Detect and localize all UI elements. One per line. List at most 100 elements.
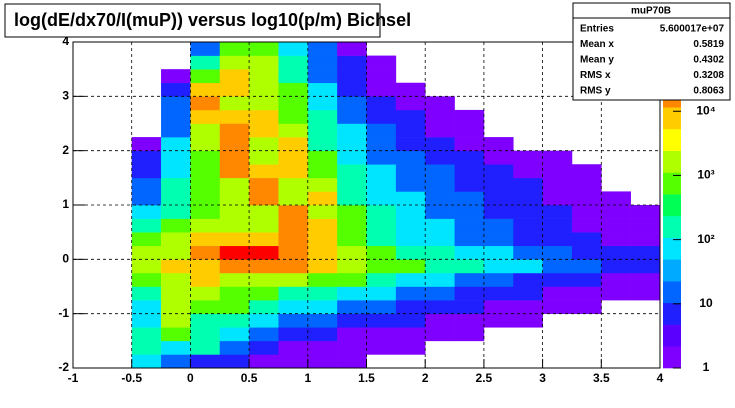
heat-cell bbox=[337, 340, 367, 355]
heat-cell bbox=[571, 300, 602, 314]
heat-cell bbox=[337, 245, 367, 260]
heat-cell bbox=[278, 150, 309, 165]
heat-cell bbox=[366, 137, 397, 151]
heat-cell bbox=[366, 164, 397, 179]
heat-cell bbox=[307, 109, 338, 124]
heat-cell bbox=[395, 137, 426, 151]
stats-label: RMS x bbox=[580, 70, 611, 81]
heat-cell bbox=[337, 82, 367, 97]
heat-cell bbox=[571, 232, 602, 247]
y-tick-label: 0 bbox=[62, 252, 69, 266]
heat-cell bbox=[630, 272, 661, 287]
heat-cell bbox=[219, 313, 250, 328]
heat-cell bbox=[425, 232, 455, 247]
heat-cell bbox=[190, 123, 221, 138]
heat-cell bbox=[395, 150, 426, 165]
x-tick-label: 3.5 bbox=[593, 371, 610, 385]
heat-cell bbox=[219, 164, 250, 179]
x-tick-label: -1 bbox=[68, 371, 79, 385]
heat-cell bbox=[161, 109, 191, 124]
palette-swatch bbox=[663, 281, 681, 304]
heat-cell bbox=[219, 232, 250, 247]
heat-cell bbox=[366, 109, 397, 124]
heat-cell bbox=[249, 340, 279, 355]
heat-cell bbox=[219, 42, 250, 56]
heat-cell bbox=[571, 164, 602, 179]
heat-cell bbox=[219, 55, 250, 70]
heat-cell bbox=[161, 82, 191, 97]
heat-cell bbox=[161, 286, 191, 301]
palette-swatch bbox=[663, 107, 681, 130]
heat-cell bbox=[219, 354, 250, 369]
heat-cell bbox=[337, 354, 367, 369]
x-tick-label: 3 bbox=[539, 371, 546, 385]
heat-cell bbox=[161, 205, 191, 219]
heat-cell bbox=[366, 218, 397, 233]
heat-cell bbox=[454, 109, 485, 124]
heat-cell bbox=[425, 96, 455, 111]
heat-cell bbox=[366, 191, 397, 206]
heat-cell bbox=[601, 286, 631, 301]
heat-cell bbox=[307, 164, 338, 179]
heat-cell bbox=[366, 205, 397, 219]
heat-cell bbox=[307, 272, 338, 287]
heat-cell bbox=[219, 272, 250, 287]
stats-label: Entries bbox=[580, 24, 614, 35]
heat-cell bbox=[278, 205, 309, 219]
heat-cell bbox=[278, 218, 309, 233]
heat-cell bbox=[571, 218, 602, 233]
heat-cell bbox=[454, 313, 485, 328]
heat-cell bbox=[454, 286, 485, 301]
heat-cell bbox=[395, 164, 426, 179]
heat-cell bbox=[513, 177, 543, 192]
heat-cell bbox=[337, 137, 367, 151]
heat-cell bbox=[425, 123, 455, 138]
heat-cell bbox=[249, 42, 279, 56]
heat-cell bbox=[454, 245, 485, 260]
heat-cell bbox=[131, 300, 162, 314]
heat-cell bbox=[542, 259, 573, 274]
heat-cell bbox=[190, 354, 221, 369]
heat-cell bbox=[542, 150, 573, 165]
palette-swatch bbox=[663, 302, 681, 325]
heat-cell bbox=[161, 272, 191, 287]
heat-cell bbox=[278, 272, 309, 287]
heat-cell bbox=[395, 286, 426, 301]
heat-cell bbox=[278, 327, 309, 342]
stats-label: RMS y bbox=[580, 86, 611, 97]
heat-cell bbox=[219, 109, 250, 124]
heat-cell bbox=[190, 259, 221, 274]
heat-cell bbox=[483, 137, 514, 151]
heat-cell bbox=[161, 164, 191, 179]
z-tick-label: 10³ bbox=[697, 168, 714, 182]
heat-cell bbox=[395, 327, 426, 342]
heat-cell bbox=[249, 82, 279, 97]
heat-cell bbox=[307, 218, 338, 233]
heat-cell bbox=[249, 69, 279, 84]
heat-cell bbox=[249, 150, 279, 165]
heat-cell bbox=[630, 232, 661, 247]
heat-cell bbox=[337, 218, 367, 233]
heat-cell bbox=[337, 191, 367, 206]
heat-cell bbox=[161, 137, 191, 151]
stats-frame bbox=[572, 2, 731, 101]
heat-cell bbox=[425, 245, 455, 260]
heat-cell bbox=[454, 327, 485, 342]
heat-cell bbox=[190, 286, 221, 301]
heat-cell bbox=[307, 313, 338, 328]
x-tick-label: 1 bbox=[304, 371, 311, 385]
heat-cell bbox=[278, 313, 309, 328]
heat-cell bbox=[337, 96, 367, 111]
heat-cell bbox=[161, 218, 191, 233]
heat-cell bbox=[366, 327, 397, 342]
heat-cell bbox=[307, 69, 338, 84]
heat-cell bbox=[542, 218, 573, 233]
stats-value: 0.5819 bbox=[693, 39, 724, 50]
heat-cell bbox=[337, 327, 367, 342]
heat-cell bbox=[454, 123, 485, 138]
heat-cell bbox=[425, 286, 455, 301]
heat-cell bbox=[542, 191, 573, 206]
heat-cell bbox=[483, 272, 514, 287]
x-tick-label: 0 bbox=[187, 371, 194, 385]
